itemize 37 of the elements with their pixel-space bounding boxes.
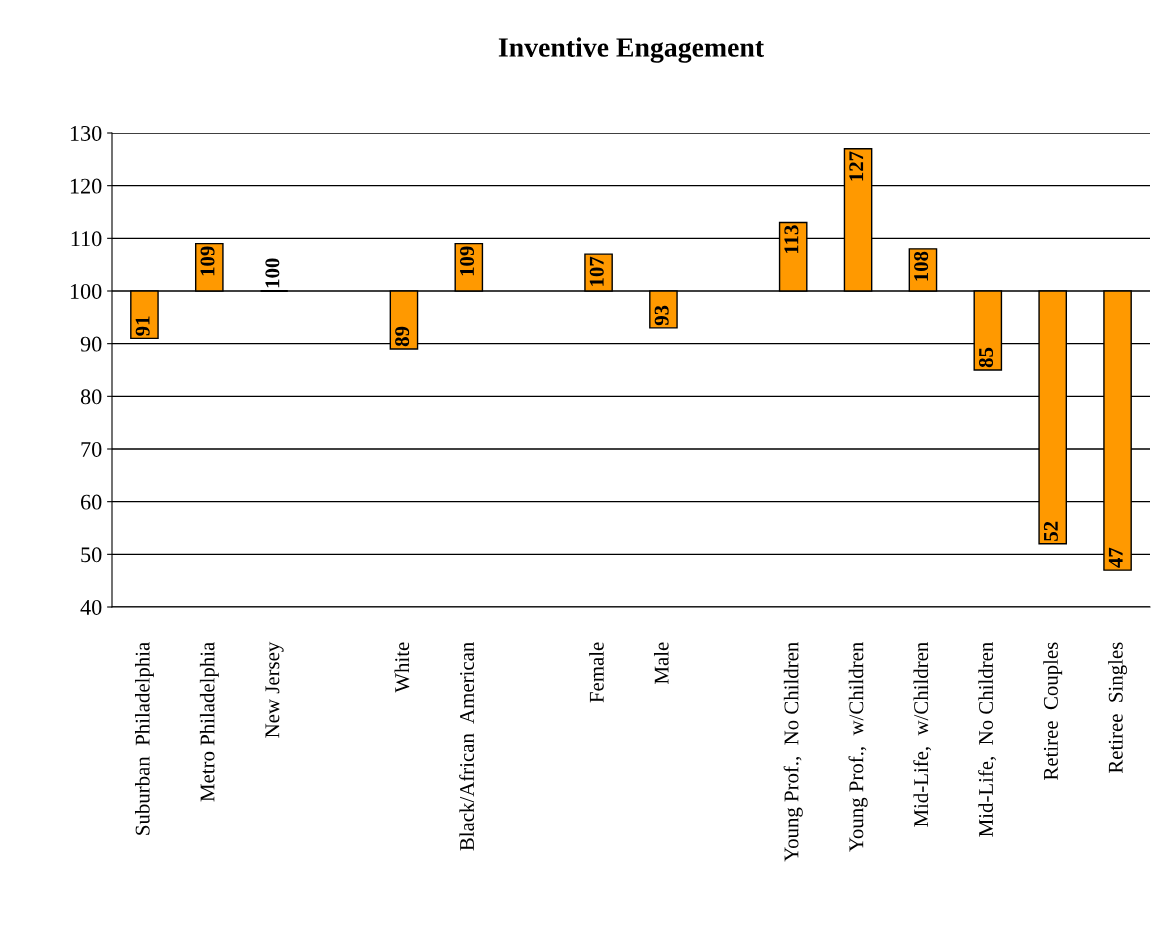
y-tick-label: 110	[71, 231, 102, 247]
data-label: 109	[200, 246, 215, 276]
data-label: 113	[784, 225, 799, 254]
y-tick-label: 80	[80, 389, 102, 405]
data-label: 93	[654, 305, 669, 326]
data-label: 47	[1108, 547, 1123, 568]
data-label: 107	[589, 256, 604, 286]
x-tick-label: White	[394, 642, 410, 693]
x-tick-label: Female	[589, 642, 604, 703]
y-tick-label: 120	[70, 178, 102, 194]
data-label: 100	[265, 258, 280, 288]
y-tick-label: 50	[81, 547, 102, 563]
x-tick-label: Retiree Singles	[1108, 642, 1128, 774]
data-label: 108	[914, 251, 929, 281]
data-label: 91	[135, 316, 150, 336]
x-tick-label: Suburban Philadelphia	[134, 642, 154, 835]
x-tick-label: Male	[653, 642, 669, 684]
y-tick-label: 130	[70, 125, 102, 141]
x-tick-label: Mid-Life, No Children	[978, 642, 997, 837]
y-tick-label: 100	[70, 283, 102, 299]
data-label: 89	[395, 326, 410, 347]
y-tick-label: 70	[81, 441, 102, 457]
x-tick-label: New Jersey	[265, 641, 284, 738]
y-tick-label: 90	[80, 336, 102, 352]
y-tick-label: 60	[81, 494, 102, 510]
x-tick-label: Young Prof., No Children	[783, 642, 803, 862]
y-tick-label: 40	[80, 599, 102, 615]
data-label: 109	[459, 246, 475, 276]
x-tick-label: Mid-Life, w/Children	[913, 642, 932, 827]
data-label: 85	[978, 347, 994, 368]
x-tick-label: Young Prof., w/Children	[848, 642, 868, 852]
data-label: 127	[849, 151, 864, 181]
x-tick-label: Metro Philadelphia	[199, 642, 219, 802]
x-tick-label: Black/African American	[459, 642, 475, 851]
x-tick-label: Retiree Couples	[1043, 642, 1063, 780]
chart-title: Inventive Engagement	[498, 37, 764, 63]
data-label: 52	[1043, 521, 1058, 541]
